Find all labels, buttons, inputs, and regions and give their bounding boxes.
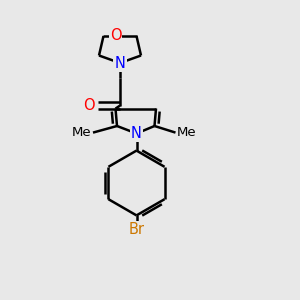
Text: N: N: [115, 56, 125, 70]
Text: Me: Me: [72, 126, 92, 139]
Text: Me: Me: [177, 126, 197, 139]
Text: Br: Br: [128, 222, 145, 237]
Text: O: O: [83, 98, 95, 113]
Text: N: N: [131, 126, 142, 141]
Text: O: O: [110, 28, 121, 44]
